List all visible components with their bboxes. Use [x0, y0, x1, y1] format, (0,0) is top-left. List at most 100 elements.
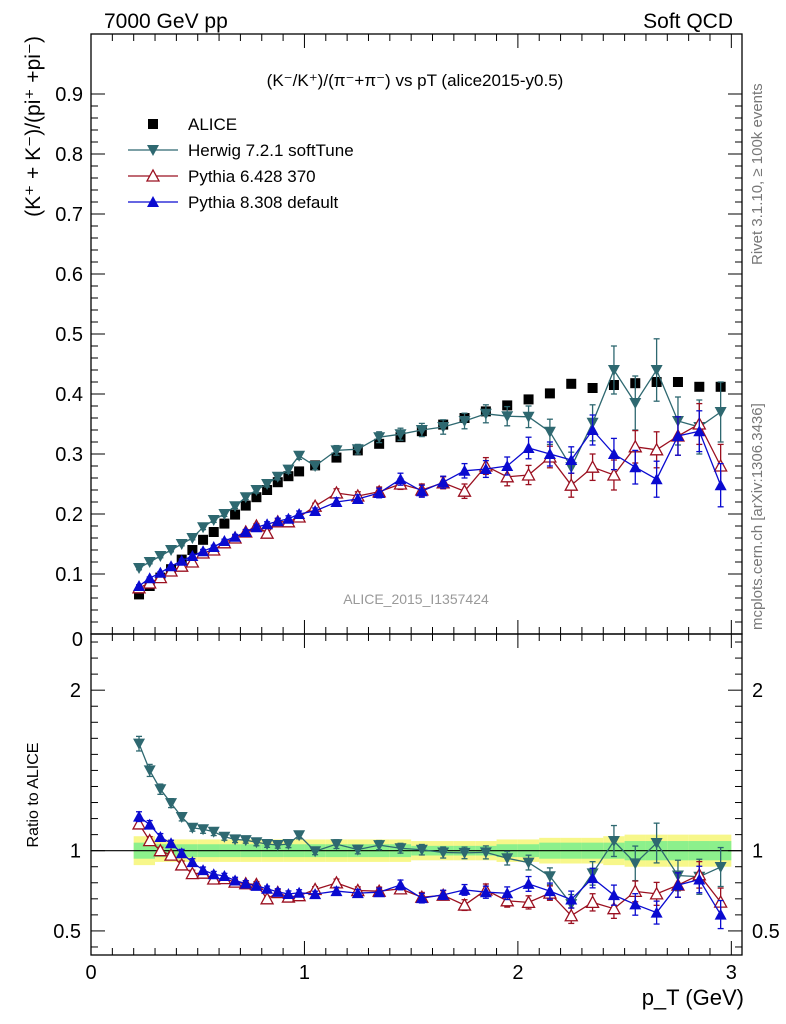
data-point [230, 509, 241, 520]
data-point [501, 460, 514, 471]
ratio-point [271, 885, 284, 897]
data-point [650, 473, 663, 485]
ratio-point [351, 844, 364, 856]
data-point [185, 554, 200, 568]
data-point [649, 442, 664, 456]
y-tick-label: 0.7 [55, 204, 83, 226]
data-point [415, 425, 428, 436]
data-point [565, 454, 578, 465]
data-point [351, 444, 364, 456]
ratio-point [154, 831, 167, 843]
data-point [585, 459, 600, 473]
data-point [207, 515, 220, 526]
ratio-point [394, 878, 407, 890]
data-point [394, 429, 407, 441]
ratio-y-tick-label-right: 0.5 [752, 921, 780, 943]
ratio-point [165, 837, 178, 849]
data-point [218, 535, 231, 546]
legend-label: Pythia 6.428 370 [188, 167, 316, 186]
data-point [479, 408, 492, 420]
data-point [479, 463, 492, 474]
ratio-point [218, 831, 231, 843]
ratio-point [522, 857, 535, 869]
data-point [606, 467, 622, 481]
data-point [693, 425, 706, 437]
y-tick-label: 0.9 [55, 84, 83, 106]
data-point [154, 551, 167, 562]
ratio-point [185, 866, 200, 880]
data-point [374, 438, 385, 449]
data-point [239, 526, 252, 537]
ratio-point [693, 873, 706, 885]
ratio-point [293, 830, 306, 842]
ratio-point [174, 857, 189, 871]
data-point [134, 589, 145, 600]
legend-marker [147, 196, 159, 207]
y-tick-label: 0.2 [55, 504, 83, 526]
ratio-y-tick-label: 0.5 [53, 921, 81, 943]
data-point [229, 530, 242, 542]
data-point [415, 485, 428, 497]
legend-label: Herwig 7.2.1 softTune [188, 141, 354, 160]
data-point [250, 521, 263, 533]
data-point [261, 518, 274, 530]
data-point [523, 394, 534, 405]
data-point [714, 407, 727, 418]
x-tick-label: 0 [85, 962, 96, 984]
data-point [714, 479, 727, 491]
ratio-y-tick-label: 1 [70, 841, 81, 863]
ratio-point [250, 837, 263, 849]
ratio-point [239, 835, 252, 847]
ratio-point [650, 838, 663, 850]
series-pythia-8-308-default [133, 410, 727, 591]
data-point [330, 445, 343, 457]
ratio-point [143, 818, 156, 830]
ratio-point [714, 908, 727, 920]
data-point [208, 527, 219, 537]
data-point [251, 492, 262, 503]
ratio-point [309, 888, 322, 900]
ratio-point [629, 858, 642, 870]
data-point [458, 416, 471, 427]
legend-marker [145, 168, 161, 182]
ratio-point [629, 898, 642, 910]
ratio-point [330, 885, 343, 897]
ratio-point [479, 886, 492, 898]
ratio-panel: 0 1 2 3 0.5 0.5 1 1 2 2 [53, 633, 780, 984]
x-axis-label: p_T (GeV) [642, 985, 744, 1010]
ratio-point [437, 847, 450, 859]
data-point [437, 476, 450, 488]
ratio-point [606, 901, 622, 915]
ratio-point [261, 882, 274, 894]
ratio-point [239, 877, 252, 889]
data-point [271, 471, 284, 483]
data-point [500, 469, 515, 483]
ratio-point [373, 840, 386, 852]
ratio-point [259, 891, 275, 905]
ratio-point [186, 856, 199, 868]
main-panel: 0.1 0.2 0.3 0.4 0.5 0.6 0.7 0.8 0.9 0 [55, 33, 743, 651]
data-point [271, 515, 284, 527]
ratio-point [218, 869, 231, 881]
data-point [197, 545, 210, 557]
ratio-point [207, 826, 220, 838]
data-point [607, 448, 620, 459]
y-tick-label: 0.8 [55, 144, 83, 166]
ratio-point [649, 886, 664, 900]
data-point [543, 448, 556, 459]
data-point [293, 508, 306, 519]
ratio-point [714, 862, 727, 874]
legend-label: ALICE [188, 115, 237, 134]
x-tick-label: 1 [299, 962, 310, 984]
y-tick-label: 0.1 [55, 564, 83, 586]
data-point [197, 522, 210, 534]
ratio-point [543, 885, 556, 897]
ratio-point [175, 847, 188, 859]
series-pythia-6-428-370 [131, 402, 728, 594]
data-point [261, 479, 274, 490]
ratio-point [330, 839, 343, 851]
data-point [502, 400, 513, 411]
data-point [282, 512, 295, 524]
ratio-point [351, 887, 364, 899]
